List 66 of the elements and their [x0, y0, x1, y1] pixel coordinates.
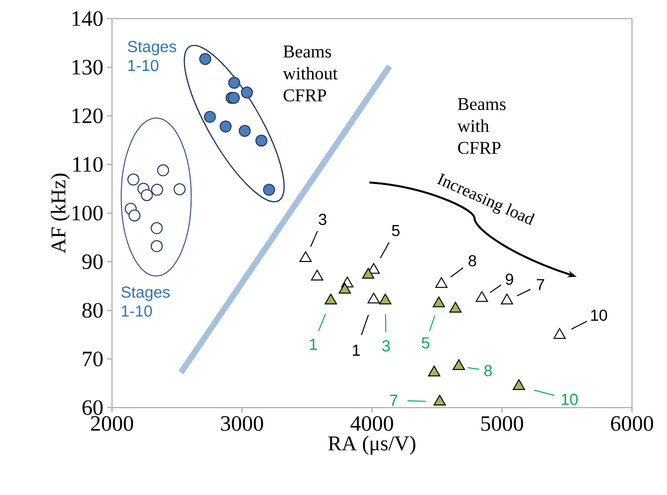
point: [228, 76, 240, 89]
annotation: 9: [506, 274, 514, 285]
point: [127, 174, 140, 186]
annotation: 5: [422, 337, 430, 348]
point: [204, 110, 216, 123]
annotation: 1: [352, 344, 360, 356]
point: [128, 210, 140, 222]
x-tick-label: 5000: [481, 416, 524, 431]
point: [240, 86, 253, 98]
point: [476, 291, 488, 302]
point: [238, 124, 251, 137]
point: [174, 183, 186, 196]
y-axis-title: AF (kHz): [50, 174, 70, 254]
annotation: 1: [310, 338, 317, 350]
point: [368, 292, 380, 304]
point: [140, 189, 153, 202]
annotation: 10: [591, 310, 608, 321]
annotation: 5: [392, 225, 400, 236]
point: [512, 379, 526, 390]
y-tick-label: 100: [72, 206, 103, 220]
annotation: Beams with CFRP: [457, 98, 506, 154]
annotation: 8: [484, 364, 492, 376]
y-tick-label: 80: [82, 302, 103, 318]
point: [220, 120, 232, 133]
y-tick-label: 130: [72, 60, 103, 75]
point: [553, 328, 566, 339]
point: [324, 294, 337, 304]
point: [199, 52, 212, 65]
point: [150, 240, 163, 252]
point: [428, 366, 440, 376]
y-tick-label: 120: [72, 108, 103, 124]
point: [151, 184, 164, 196]
annotation: 3: [382, 340, 390, 352]
point: [452, 359, 465, 370]
point: [434, 394, 446, 406]
point: [379, 294, 392, 304]
point: [432, 296, 445, 308]
annotation: 8: [468, 255, 476, 266]
y-tick-label: 140: [72, 11, 103, 26]
annotation: 7: [536, 279, 544, 290]
annotation: Stages 1-10: [121, 286, 170, 317]
annotation: 10: [562, 394, 578, 405]
x-tick-label: 3000: [221, 416, 264, 431]
point: [500, 294, 514, 304]
annotation: 3: [318, 214, 326, 226]
point: [338, 282, 351, 294]
annotation: Beams without CFRP: [282, 46, 338, 102]
point: [263, 184, 276, 196]
y-tick-label: 90: [82, 254, 103, 270]
x-axis-title: RA (μs/V): [328, 436, 416, 455]
y-tick-label: 60: [82, 400, 103, 415]
point: [362, 268, 374, 279]
point: [157, 164, 170, 176]
point: [449, 302, 462, 313]
point: [150, 222, 163, 234]
annotation: 7: [390, 394, 398, 406]
point: [311, 270, 324, 281]
y-tick-label: 110: [73, 157, 103, 172]
x-tick-label: 4000: [350, 416, 394, 431]
x-tick-label: 2000: [91, 416, 134, 431]
point: [255, 134, 268, 147]
x-tick-label: 6000: [611, 416, 654, 431]
point: [435, 277, 448, 288]
point: [299, 251, 312, 262]
y-tick-label: 70: [83, 352, 103, 366]
annotation: Stages 1-10: [128, 40, 176, 72]
